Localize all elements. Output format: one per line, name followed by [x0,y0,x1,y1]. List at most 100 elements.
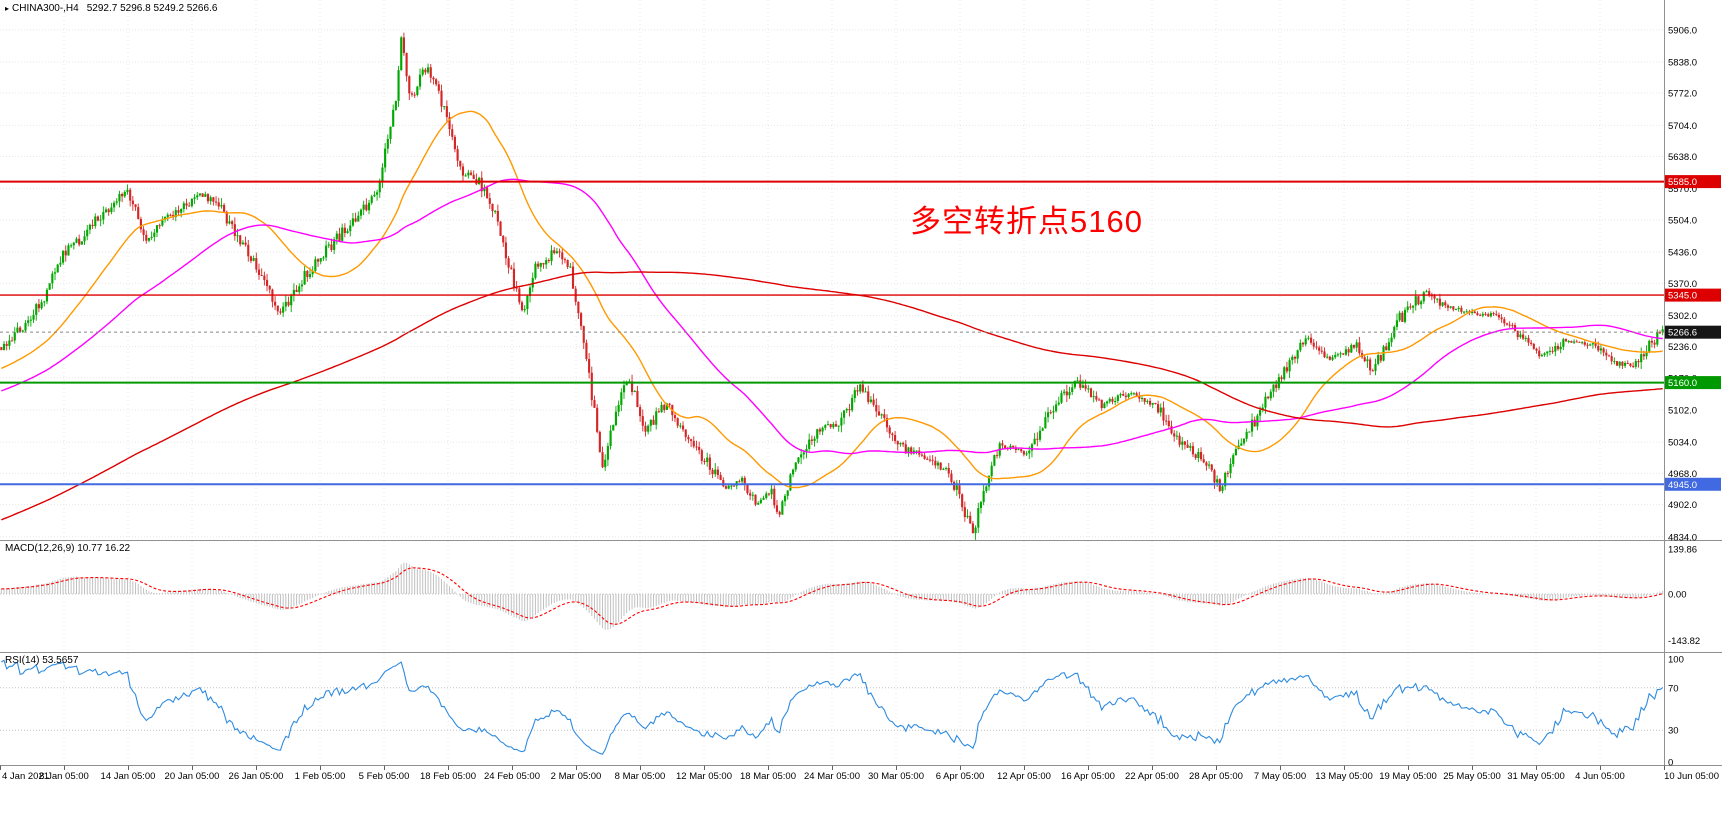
candle-body [435,79,438,85]
candle-body [746,484,749,494]
candle-body [354,218,357,222]
candle-body [1261,407,1264,410]
candle-body [448,117,451,130]
candle-body [695,446,698,448]
candle-body [142,229,145,235]
candle-body [891,433,894,436]
candle-body [880,414,883,416]
candle-body [789,474,792,491]
price-axis-label: 5704.0 [1668,121,1697,132]
candle-body [942,468,945,470]
candle-body [794,462,797,470]
candle-body [416,86,419,95]
candle-body [1318,347,1321,351]
candle-body [818,429,821,432]
candle-body [512,268,516,288]
candle-body [443,106,446,108]
candle-body [1148,400,1152,405]
candle-body [1444,302,1447,306]
candle-body [660,404,663,413]
candle-body [805,448,808,453]
candle-body [915,450,918,452]
candle-body [1559,346,1562,350]
candle-body [558,251,561,253]
candle-body [279,311,282,313]
candle-body [316,259,320,262]
candle-body [711,469,714,475]
candle-body [91,224,94,227]
price-level-badge[interactable] [1665,175,1721,189]
price-level-badge[interactable] [1665,288,1721,302]
candle-body [719,474,722,480]
price-level-badge[interactable] [1665,477,1721,491]
candle-body [1524,337,1527,339]
candle-body [137,207,140,219]
candle-body [1194,454,1197,459]
candle-body [692,440,695,447]
moving-average-line [1,271,1663,521]
candle-body [421,69,424,75]
candle-body [547,260,550,262]
current-price-badge [1665,325,1721,339]
candle-body [1433,295,1436,299]
candle-body [668,403,671,405]
candle-body [1132,393,1136,395]
candle-body [1154,402,1157,405]
candle-body [241,242,244,245]
candle-body [169,214,172,216]
price-axis-label: 4902.0 [1668,500,1697,511]
time-axis-label: 20 Jan 05:00 [165,771,220,782]
candle-body [896,441,899,445]
candle-body [233,224,236,237]
time-axis-label: 12 Mar 05:00 [676,771,732,782]
price-level-badge[interactable] [1665,376,1721,390]
candle-body [1331,357,1334,360]
candle-body [765,493,768,499]
candle-body [904,444,907,454]
candle-body [778,511,781,515]
candle-body [1350,345,1353,353]
candle-body [459,160,462,167]
candle-body [773,488,776,506]
candle-body [1503,319,1506,324]
macd-indicator-label: MACD(12,26,9) 10.77 16.22 [5,543,131,554]
candle-body [1385,346,1388,351]
candle-body [703,460,706,463]
candle-body [1288,360,1291,372]
candle-body [990,465,993,477]
candle-body [579,313,583,327]
candle-body [1114,400,1117,402]
candle-body [582,326,585,343]
candle-body [655,411,658,425]
expand-arrow-icon[interactable]: ▸ [5,4,10,13]
candle-body [684,429,687,438]
candle-body [681,425,685,430]
candle-body [810,439,813,441]
candle-body [1597,345,1600,351]
candle-body [236,235,239,237]
candle-body [5,343,8,346]
rsi-axis-label: 30 [1668,726,1679,737]
candle-body [308,274,312,278]
candle-body [1411,305,1415,308]
candle-body [931,459,934,461]
candle-body [1296,350,1299,359]
candle-body [330,244,333,250]
candle-body [639,407,642,417]
candle-body [1111,398,1114,402]
candle-body [687,437,690,440]
candle-body [0,347,3,351]
candle-body [834,424,838,427]
candle-body [1366,359,1369,362]
candle-body [418,74,422,87]
candle-body [40,302,43,309]
candle-body [1516,330,1519,338]
candle-body [1382,346,1385,361]
candle-body [625,382,628,386]
chart-text-annotation[interactable]: 多空转折点5160 [910,204,1143,239]
candle-body [1586,344,1589,346]
candle-body [112,202,116,208]
candle-body [1210,464,1213,471]
candle-body [1272,384,1275,392]
